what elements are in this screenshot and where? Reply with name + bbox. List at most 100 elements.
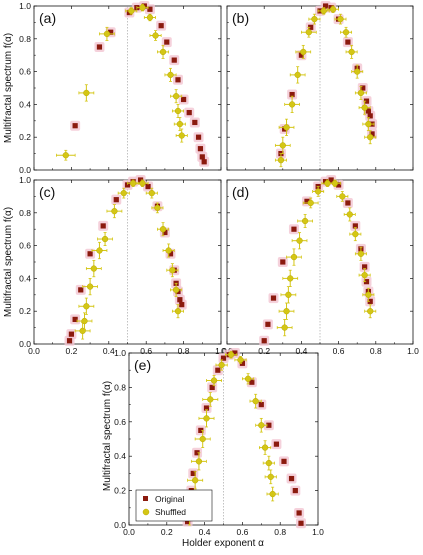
original-point: [215, 367, 221, 373]
shuffled-point: [348, 48, 355, 56]
shuffled-point: [244, 375, 252, 382]
original-point: [273, 441, 280, 447]
original-point: [186, 110, 192, 116]
shuffled-point: [90, 265, 97, 272]
original-point: [367, 113, 373, 119]
original-point: [100, 223, 106, 229]
original-point: [179, 302, 185, 308]
y-axis-label-top: Multifractal spectrum f(α): [3, 33, 14, 143]
original-point: [328, 177, 334, 183]
original-point: [124, 182, 131, 188]
original-point: [66, 338, 73, 344]
original-point: [162, 229, 168, 236]
shuffled-point: [281, 324, 288, 331]
x-tick-label: 0.0: [28, 346, 40, 356]
original-point: [345, 39, 351, 45]
x-tick-label: 0.8: [370, 346, 382, 356]
original-point: [322, 3, 329, 9]
panel-label: (c): [39, 184, 55, 200]
shuffled-point: [357, 89, 365, 97]
x-tick-label: 0.0: [123, 527, 135, 537]
x-tick-label: 0.6: [236, 527, 248, 537]
original-point: [96, 44, 103, 50]
panel-label: (b): [232, 10, 249, 26]
shuffled-point: [203, 415, 210, 422]
x-tick-label: 0.4: [199, 527, 211, 537]
y-tick-label: 1.0: [114, 348, 126, 358]
shuffled-point: [311, 15, 318, 23]
original-point: [72, 123, 78, 129]
legend-shuffled-label: Shuffled: [155, 507, 186, 517]
original-point: [78, 287, 84, 293]
shuffled-point: [128, 7, 135, 15]
x-tick-label: 0.6: [140, 346, 152, 356]
original-point: [87, 251, 93, 257]
original-point: [239, 360, 245, 366]
shuffled-point: [258, 422, 265, 429]
shuffled-point: [81, 317, 88, 325]
shuffled-point: [285, 291, 292, 298]
shuffled-point: [83, 303, 90, 310]
shuffled-point: [290, 253, 298, 261]
shuffled-point: [148, 189, 155, 197]
y-tick-label: 0.8: [114, 382, 126, 392]
original-point: [232, 350, 238, 356]
shuffled-point: [210, 377, 218, 384]
original-point: [336, 182, 342, 188]
x-tick-label: 1.0: [407, 346, 419, 356]
shuffled-point: [129, 180, 137, 187]
shuffled-point: [314, 188, 322, 195]
original-point: [113, 197, 119, 203]
x-tick-label: 0.4: [295, 346, 307, 356]
shuffled-point: [178, 132, 185, 139]
original-point: [190, 470, 196, 476]
shuffled-point: [172, 93, 180, 100]
shuffled-point: [365, 291, 372, 298]
shuffled-point: [261, 444, 269, 451]
y-tick-label: 0.4: [19, 273, 31, 283]
original-point: [220, 355, 227, 361]
shuffled-point: [176, 120, 184, 128]
shuffled-point: [227, 351, 235, 358]
original-point: [308, 24, 314, 30]
shuffled-point: [361, 104, 368, 111]
original-point: [298, 52, 304, 58]
shuffled-point: [174, 308, 182, 315]
x-tick-label: 1.0: [312, 527, 324, 537]
original-point: [72, 316, 78, 322]
x-axis-label: Holder exponent α: [182, 538, 264, 549]
original-point: [304, 198, 310, 204]
original-point: [199, 154, 205, 160]
shuffled-point: [172, 286, 180, 294]
shuffled-point: [174, 107, 182, 115]
original-point: [68, 331, 74, 337]
original-point: [171, 57, 177, 63]
original-point: [258, 402, 264, 408]
shuffled-point: [357, 250, 365, 257]
y-tick-label: 1.0: [19, 175, 31, 185]
y-axis-label-middle: Multifractal spectrum f(α): [3, 207, 14, 317]
shuffled-point: [352, 230, 359, 238]
shuffled-point: [139, 4, 146, 11]
original-point: [147, 6, 153, 12]
legend-shuffled-marker: [142, 508, 150, 516]
panel-b: (b): [226, 1, 414, 171]
shuffled-point: [146, 14, 154, 21]
shuffled-point: [167, 71, 174, 79]
shuffled-point: [169, 267, 176, 274]
original-point: [261, 338, 267, 344]
shuffled-point: [195, 458, 203, 465]
panel-label: (e): [134, 357, 151, 373]
original-point: [369, 131, 375, 137]
original-point: [363, 279, 370, 285]
panel-d: 0.00.20.40.60.81.0(d): [221, 175, 419, 356]
shuffled-point: [346, 211, 353, 218]
shuffled-point: [307, 199, 314, 207]
shuffled-point: [269, 490, 276, 498]
shuffled-point: [154, 204, 161, 212]
shuffled-point: [294, 71, 301, 79]
shuffled-point: [237, 356, 244, 364]
shuffled-point: [320, 7, 327, 15]
y-tick-label: 0.0: [19, 165, 31, 175]
shuffled-point: [120, 189, 127, 197]
